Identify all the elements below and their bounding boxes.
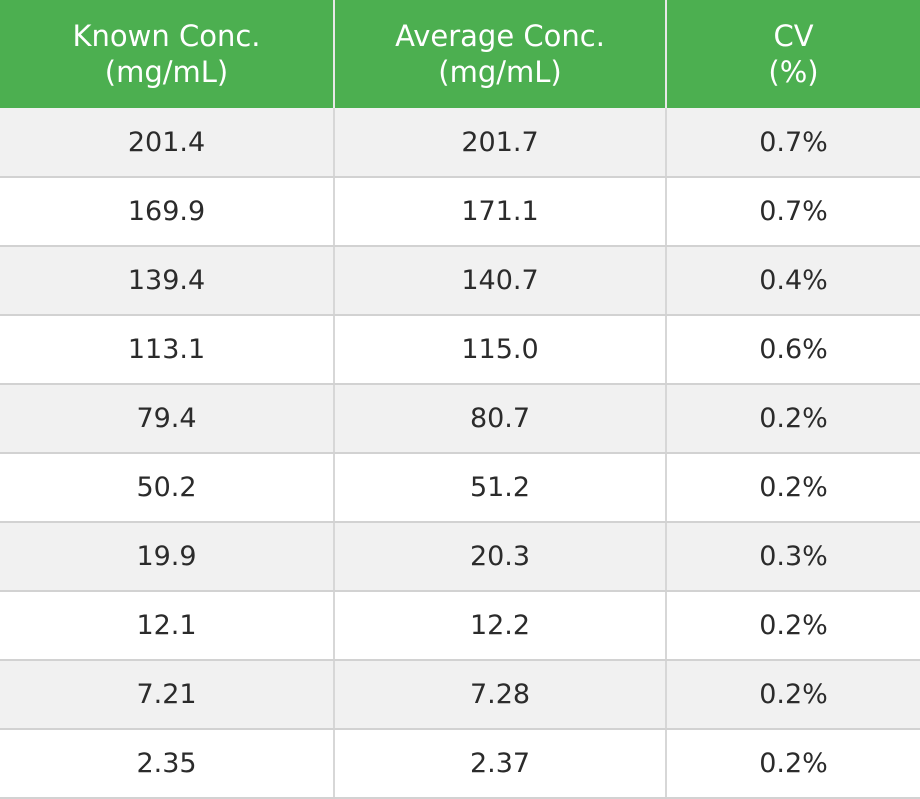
cv-cell: 0.2% xyxy=(666,453,920,523)
known-conc-cell: 79.4 xyxy=(0,384,335,454)
average-conc-cell: 51.2 xyxy=(334,453,667,523)
cv-cell: 0.3% xyxy=(666,522,920,592)
known-conc-cell: 113.1 xyxy=(0,315,335,385)
table-row: 139.4 140.7 0.4% xyxy=(0,246,920,316)
known-conc-cell: 50.2 xyxy=(0,453,335,523)
header-average-conc: Average Conc. (mg/mL) xyxy=(334,0,667,108)
cv-cell: 0.7% xyxy=(666,108,920,178)
cv-cell: 0.4% xyxy=(666,246,920,316)
average-conc-cell: 20.3 xyxy=(334,522,667,592)
header-known-conc-unit: (mg/mL) xyxy=(104,55,229,89)
known-conc-cell: 139.4 xyxy=(0,246,335,316)
known-conc-cell: 2.35 xyxy=(0,729,335,799)
average-conc-cell: 2.37 xyxy=(334,729,667,799)
table-header: Known Conc. (mg/mL) Average Conc. (mg/mL… xyxy=(0,0,920,108)
table-row: 113.1 115.0 0.6% xyxy=(0,315,920,385)
header-cv: CV (%) xyxy=(666,0,920,108)
cv-cell: 0.2% xyxy=(666,729,920,799)
table-row: 2.35 2.37 0.2% xyxy=(0,729,920,799)
known-conc-cell: 169.9 xyxy=(0,177,335,247)
table-row: 169.9 171.1 0.7% xyxy=(0,177,920,247)
table-row: 201.4 201.7 0.7% xyxy=(0,108,920,178)
table-row: 19.9 20.3 0.3% xyxy=(0,522,920,592)
header-row: Known Conc. (mg/mL) Average Conc. (mg/mL… xyxy=(0,0,920,108)
cv-cell: 0.2% xyxy=(666,384,920,454)
known-conc-cell: 7.21 xyxy=(0,660,335,730)
average-conc-cell: 140.7 xyxy=(334,246,667,316)
cv-cell: 0.2% xyxy=(666,660,920,730)
header-average-conc-unit: (mg/mL) xyxy=(438,55,562,89)
header-average-conc-title: Average Conc. xyxy=(395,19,605,53)
table-row: 50.2 51.2 0.2% xyxy=(0,453,920,523)
header-known-conc-title: Known Conc. xyxy=(72,19,261,53)
header-cv-unit: (%) xyxy=(768,55,819,89)
cv-cell: 0.6% xyxy=(666,315,920,385)
average-conc-cell: 201.7 xyxy=(334,108,667,178)
table-row: 12.1 12.2 0.2% xyxy=(0,591,920,661)
header-known-conc: Known Conc. (mg/mL) xyxy=(0,0,335,108)
cv-cell: 0.2% xyxy=(666,591,920,661)
average-conc-cell: 7.28 xyxy=(334,660,667,730)
average-conc-cell: 12.2 xyxy=(334,591,667,661)
average-conc-cell: 80.7 xyxy=(334,384,667,454)
average-conc-cell: 115.0 xyxy=(334,315,667,385)
known-conc-cell: 201.4 xyxy=(0,108,335,178)
table-row: 7.21 7.28 0.2% xyxy=(0,660,920,730)
average-conc-cell: 171.1 xyxy=(334,177,667,247)
table-body: 201.4 201.7 0.7% 169.9 171.1 0.7% 139.4 … xyxy=(0,108,920,799)
table-row: 79.4 80.7 0.2% xyxy=(0,384,920,454)
cv-cell: 0.7% xyxy=(666,177,920,247)
known-conc-cell: 19.9 xyxy=(0,522,335,592)
header-cv-title: CV xyxy=(773,19,814,53)
known-conc-cell: 12.1 xyxy=(0,591,335,661)
